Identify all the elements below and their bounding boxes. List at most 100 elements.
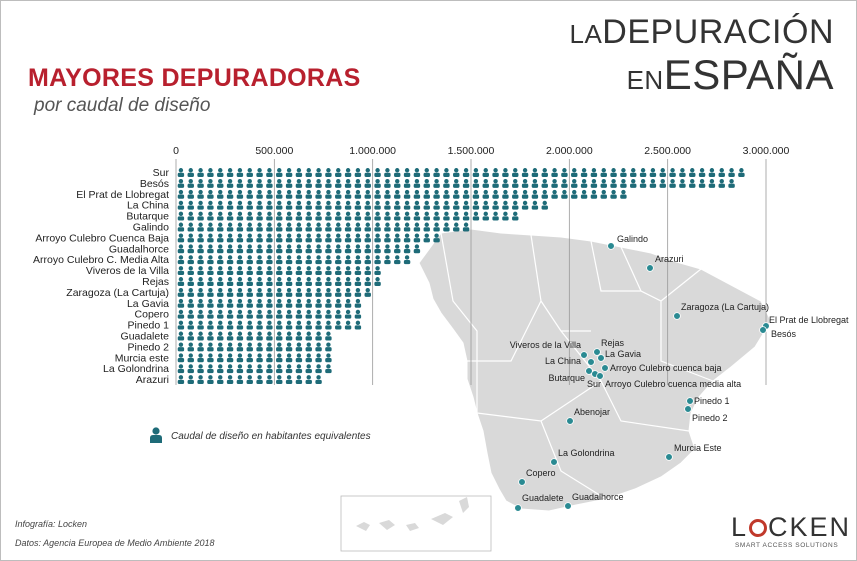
credit-infografia: Infografía: Locken [15,519,88,529]
category-label: La China [127,200,169,212]
category-label: Viveros de la Villa [86,265,169,277]
bar-11 [177,287,371,297]
person-icon [150,427,162,443]
category-label: Arroyo Culebro C. Media Alta [33,254,169,266]
bar-0 [177,168,745,177]
spain-map [340,228,772,552]
map-label: La Gavia [605,349,641,359]
category-label: Murcia este [115,352,169,364]
map-marker [593,348,601,356]
category-label: El Prat de Llobregat [76,189,169,201]
bar-2 [177,189,627,199]
map-label: Zaragoza (La Cartuja) [681,302,769,312]
map-marker [580,351,588,359]
category-label: Galindo [133,221,169,233]
map-marker [597,354,605,362]
map-label: Pinedo 2 [692,413,728,423]
x-axis-ticks: 0 500.000 1.000.000 1.500.000 2.000.000 2.500… [173,145,789,157]
map-label: Besós [771,329,797,339]
map-marker [665,453,673,461]
bar-7 [177,244,421,254]
bar-3 [177,200,548,210]
category-label: Arroyo Culebro Cuenca Baja [35,232,169,244]
canary-islands [356,497,469,531]
x-tick-label: 2.500.000 [644,145,691,157]
map-marker [646,264,654,272]
x-tick-label: 3.000.000 [743,145,790,157]
map-marker [607,242,615,250]
map-marker [518,478,526,486]
map-label: Guadalhorce [572,492,624,502]
map-label: Pinedo 1 [694,396,730,406]
bar-18 [177,364,332,374]
category-label: Guadalhorce [109,243,169,255]
map-label: La Golondrina [558,448,615,458]
category-label: La Golondrina [103,363,169,375]
bar-10 [177,277,381,286]
map-marker [514,504,522,512]
map-markers: Galindo Arazuri Zaragoza (La Cartuja)El Pr… [510,234,849,512]
banner-prefix-2: EN [626,65,664,95]
category-label: Arazuri [136,374,169,386]
map-marker [684,405,692,413]
map-marker [550,458,558,466]
category-label: Pinedo 2 [128,341,170,353]
category-label: Pinedo 1 [128,320,170,332]
map-label: Murcia Este [674,443,722,453]
bars [177,168,745,385]
banner-line-2: ENESPAÑA [627,51,834,99]
credit-source: Datos: Agencia Europea de Medio Ambiente… [15,538,215,548]
category-label: Guadalete [121,330,170,342]
chart-grid [175,159,767,385]
bar-9 [177,266,381,276]
map-label: Guadalete [522,493,564,503]
map-label: Abenojar [574,407,610,417]
chart-title: MAYORES DEPURADORAS [28,64,361,92]
map-marker [759,326,767,334]
bar-14 [177,320,362,330]
category-label: Butarque [126,211,169,223]
map-marker [596,372,604,380]
map-label: Galindo [617,234,648,244]
chart-subtitle: por caudal de diseño [34,95,211,116]
bar-15 [177,331,332,341]
bar-6 [177,233,440,243]
bar-13 [177,309,362,319]
map-marker [564,502,572,510]
logo-o-icon [749,519,768,537]
bar-16 [177,342,332,352]
x-tick-label: 500.000 [255,145,293,157]
map-label: El Prat de Llobregat [769,315,849,325]
category-label: Besós [140,178,169,190]
logo-text-right: CKEN [768,512,852,542]
bar-17 [177,353,332,363]
map-marker [585,367,593,375]
canary-inset [340,495,492,552]
bar-4 [177,211,519,221]
map-label: Butarque [548,373,585,383]
map-marker [601,364,609,372]
category-label: Sur [153,167,170,179]
locken-logo: L CKEN [731,512,851,543]
map-marker [686,397,694,405]
category-label: Zaragoza (La Cartuja) [66,287,169,299]
x-tick-label: 1.000.000 [349,145,396,157]
map-label: Viveros de la Villa [510,340,581,350]
logo-tagline: SMART ACCESS SOLUTIONS [735,542,839,549]
region-border [440,232,714,500]
x-tick-label: 0 [173,145,179,157]
logo-text-left: L [731,512,749,542]
banner-line-1: LADEPURACIÓN [569,13,834,52]
x-tick-label: 1.500.000 [448,145,495,157]
bar-19 [177,375,322,385]
banner-word-2: ESPAÑA [663,51,834,98]
map-label: Rejas [601,338,625,348]
bar-8 [177,255,411,265]
map-label: Sur [587,379,601,389]
map-label: Arroyo Culebro cuenca media alta [605,379,741,389]
banner-prefix-1: LA [569,19,603,49]
category-label: Rejas [142,276,169,288]
